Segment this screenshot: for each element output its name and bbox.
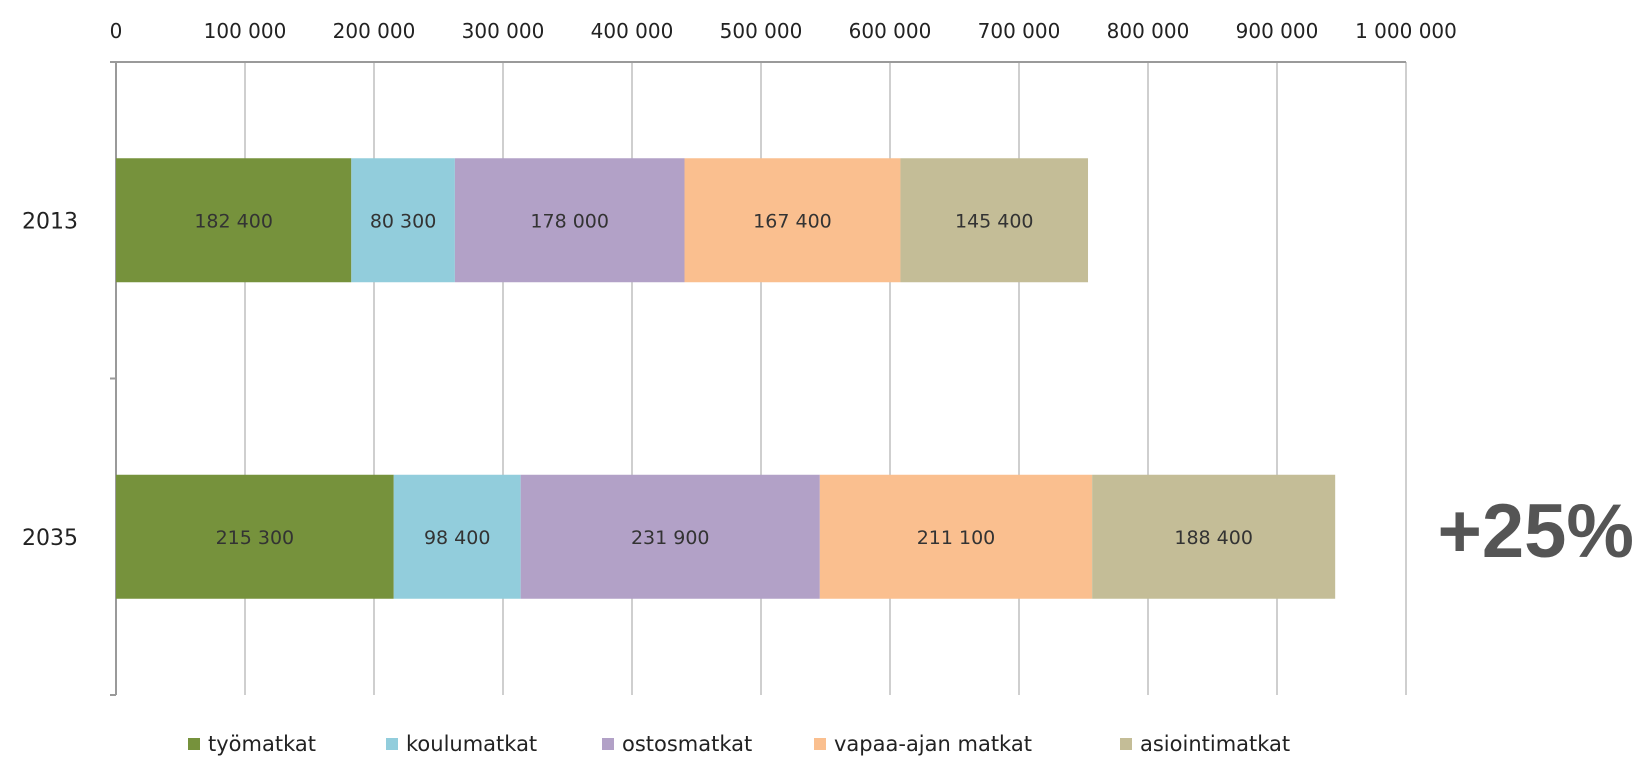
- bar-segment: [393, 474, 521, 599]
- bar-segment: [684, 158, 901, 283]
- data-label: 98 400: [424, 527, 490, 549]
- legend-label: asiointimatkat: [1140, 732, 1290, 756]
- x-tick-label: 0: [110, 19, 123, 43]
- data-label: 188 400: [1174, 527, 1253, 549]
- data-label: 178 000: [530, 210, 609, 232]
- x-tick-label: 200 000: [333, 19, 416, 43]
- x-tick-label: 800 000: [1107, 19, 1190, 43]
- legend-label: työmatkat: [208, 732, 316, 756]
- data-label: 231 900: [631, 527, 710, 549]
- data-label: 145 400: [955, 210, 1034, 232]
- data-label: 80 300: [370, 210, 436, 232]
- x-tick-label: 600 000: [849, 19, 932, 43]
- category-label: 2013: [22, 209, 78, 234]
- data-label: 182 400: [194, 210, 273, 232]
- bar-segment: [116, 158, 352, 283]
- legend-label: vapaa-ajan matkat: [834, 732, 1032, 756]
- x-tick-label: 100 000: [204, 19, 287, 43]
- legend-swatch: [602, 738, 614, 750]
- bar-segment: [1092, 474, 1336, 599]
- bar-segment: [116, 474, 394, 599]
- x-tick-label: 1 000 000: [1355, 19, 1457, 43]
- legend-swatch: [814, 738, 826, 750]
- x-tick-label: 700 000: [978, 19, 1061, 43]
- legend-label: koulumatkat: [406, 732, 537, 756]
- growth-annotation: +25%: [1437, 489, 1635, 574]
- bar-segment: [900, 158, 1089, 283]
- bar-segment: [454, 158, 685, 283]
- x-tick-label: 500 000: [720, 19, 803, 43]
- legend-label: ostosmatkat: [622, 732, 752, 756]
- data-label: 215 300: [216, 527, 295, 549]
- x-tick-label: 400 000: [591, 19, 674, 43]
- bar-segment: [351, 158, 455, 283]
- legend-swatch: [386, 738, 398, 750]
- bar-segment: [819, 474, 1093, 599]
- data-label: 167 400: [753, 210, 832, 232]
- data-label: 211 100: [917, 527, 996, 549]
- legend-swatch: [1120, 738, 1132, 750]
- legend-swatch: [188, 738, 200, 750]
- bar-segment: [520, 474, 820, 599]
- x-tick-label: 300 000: [462, 19, 545, 43]
- category-label: 2035: [22, 526, 78, 551]
- x-tick-label: 900 000: [1236, 19, 1319, 43]
